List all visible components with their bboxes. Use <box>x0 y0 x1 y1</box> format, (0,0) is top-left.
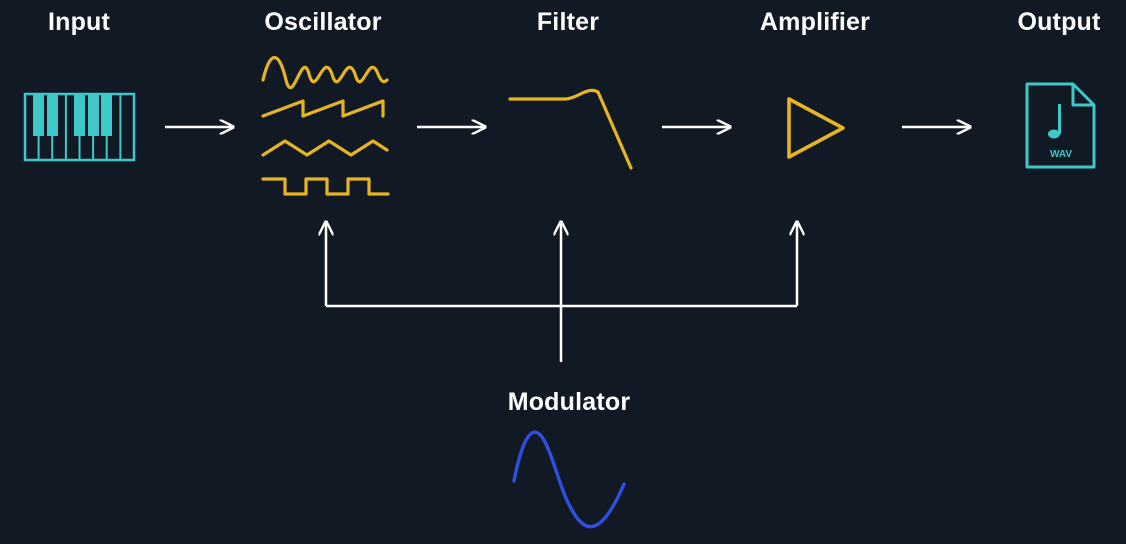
wav-file-icon: WAV <box>1025 82 1096 169</box>
play-triangle-icon <box>787 97 845 159</box>
waveforms-icon <box>261 56 390 196</box>
amplifier-label: Amplifier <box>759 8 871 36</box>
piano-keyboard-icon <box>23 92 136 162</box>
input-label: Input <box>47 8 111 36</box>
modulator-label: Modulator <box>507 388 631 416</box>
lowpass-filter-curve-icon <box>508 88 633 170</box>
output-label: Output <box>1017 8 1101 36</box>
wav-badge-text: WAV <box>1050 149 1072 160</box>
modulation-bus <box>326 222 797 362</box>
music-note-icon <box>1048 104 1061 139</box>
sawtooth-waveform <box>261 99 385 118</box>
square-waveform <box>261 177 390 196</box>
sine-wave-icon <box>512 430 626 529</box>
triangle-waveform <box>261 139 389 157</box>
sine-waveform <box>261 56 389 90</box>
oscillator-label: Oscillator <box>264 8 382 36</box>
filter-label: Filter <box>536 8 600 36</box>
